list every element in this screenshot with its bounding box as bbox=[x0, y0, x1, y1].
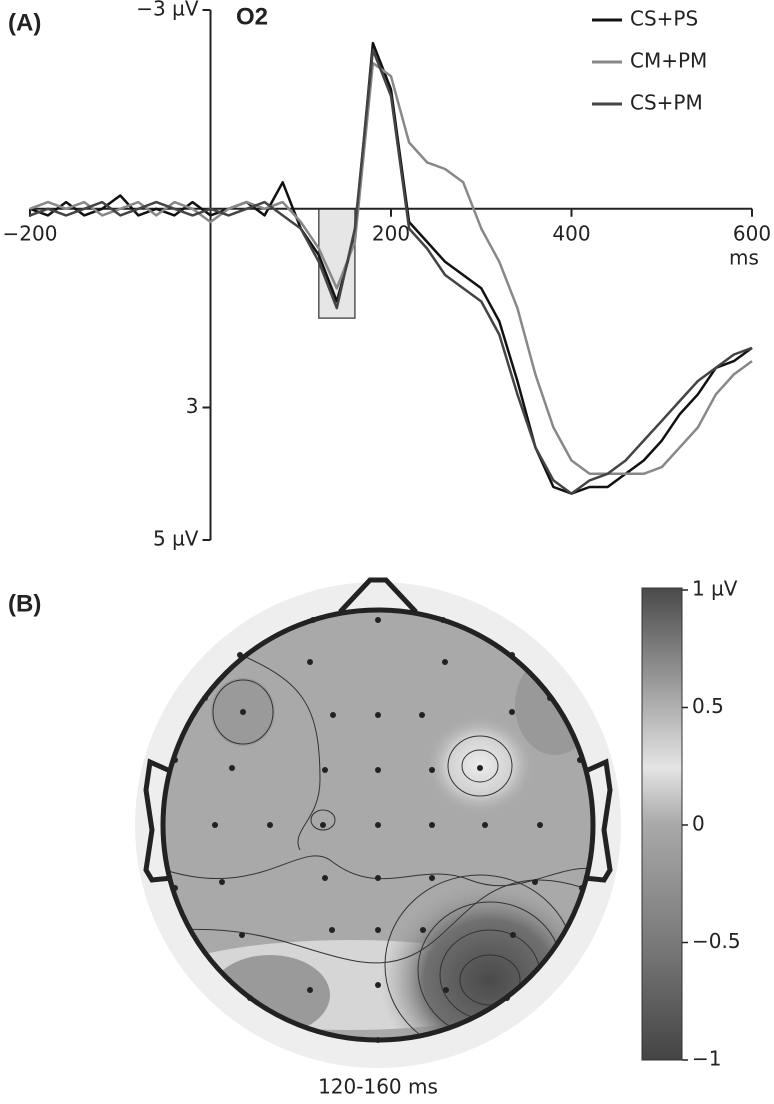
panel-label: (A) bbox=[8, 9, 41, 36]
legend-label: CM+PM bbox=[630, 49, 707, 73]
legend-label: CS+PS bbox=[630, 7, 698, 31]
y-tick-label: 5 µV bbox=[153, 527, 199, 551]
x-tick-label: 600 bbox=[733, 221, 771, 245]
colorbar bbox=[641, 587, 683, 1061]
x-tick-label: 200 bbox=[372, 221, 410, 245]
series-line bbox=[29, 61, 753, 476]
caption: 120-160 ms bbox=[318, 1075, 438, 1099]
panel-label: (B) bbox=[8, 590, 41, 617]
y-tick-label: 3 bbox=[186, 394, 199, 418]
y-tick-label: −3 µV bbox=[136, 0, 199, 21]
topomap bbox=[135, 577, 621, 1068]
colorbar-tick-label: 1 µV bbox=[692, 577, 738, 601]
chart-title: O2 bbox=[236, 3, 268, 30]
colorbar-tick-label: 0 bbox=[692, 812, 705, 836]
colorbar-tick-label: −0.5 bbox=[692, 929, 741, 953]
x-tick-label: 400 bbox=[552, 221, 590, 245]
x-tick-label: −200 bbox=[3, 221, 58, 245]
series-line bbox=[29, 48, 753, 495]
colorbar-tick-label: 0.5 bbox=[692, 694, 724, 718]
colorbar-tick-label: −1 bbox=[692, 1047, 721, 1071]
legend-label: CS+PM bbox=[630, 91, 703, 115]
x-axis-label: ms bbox=[729, 245, 759, 269]
